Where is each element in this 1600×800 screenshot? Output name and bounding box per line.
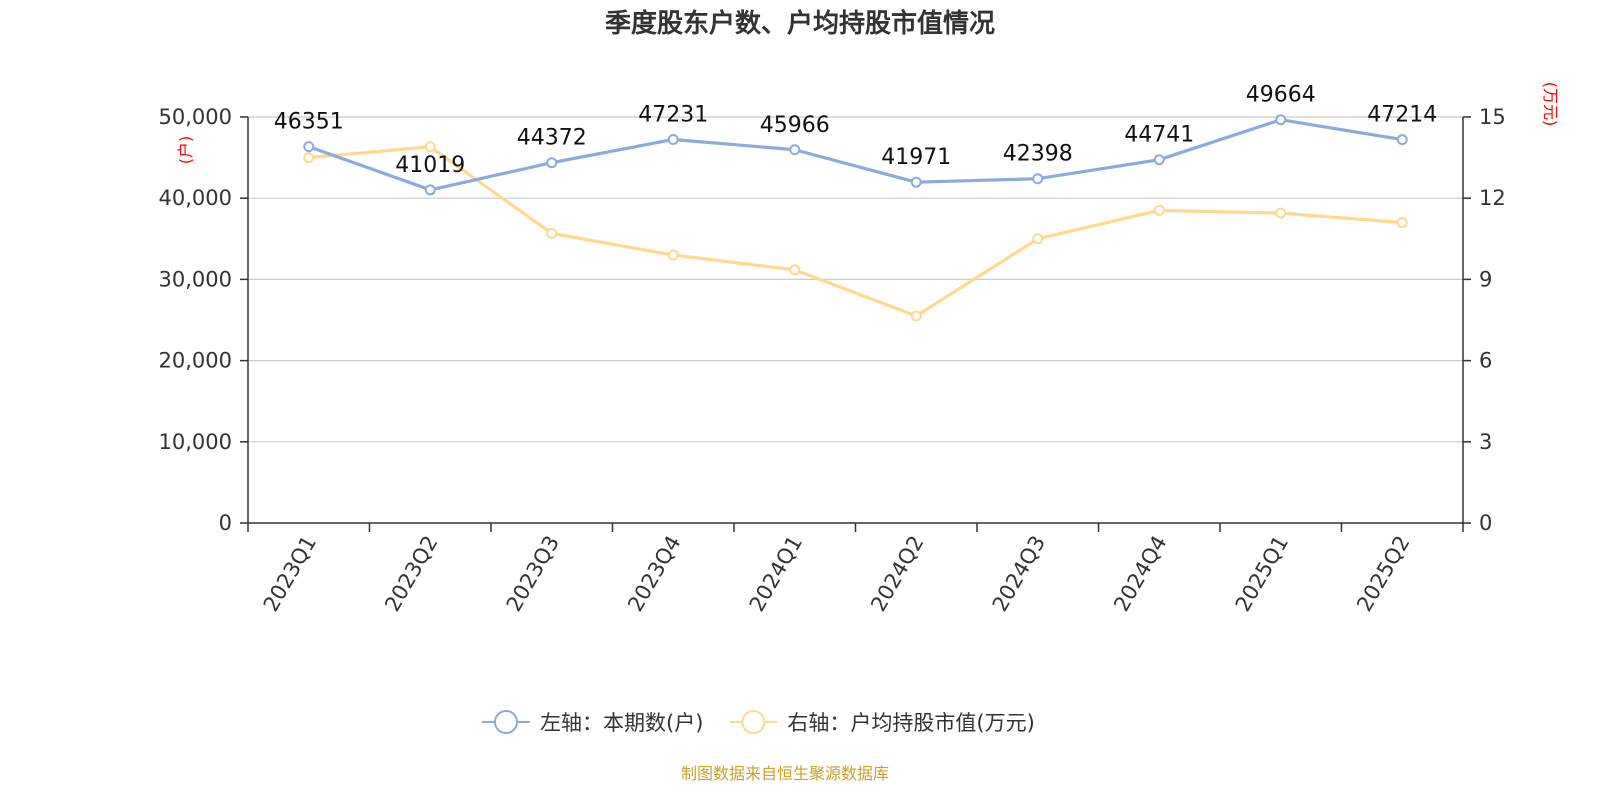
right-series-point <box>789 264 801 276</box>
right-series-point <box>546 227 558 239</box>
right-tick-label: 9 <box>1479 267 1492 291</box>
x-tick-label: 2024Q2 <box>866 532 928 616</box>
x-tick-label: 2023Q3 <box>502 532 564 616</box>
left-series-point <box>667 133 679 145</box>
left-series-point <box>1153 154 1165 166</box>
right-tick-label: 0 <box>1479 511 1492 535</box>
legend-marker[interactable] <box>741 710 766 734</box>
left-series-point <box>1275 114 1287 126</box>
data-label: 44741 <box>1124 123 1194 148</box>
right-tick-label: 3 <box>1479 430 1492 454</box>
right-series-point <box>1153 204 1165 216</box>
left-tick-label: 20,000 <box>159 349 232 373</box>
x-tick-label: 2025Q2 <box>1352 532 1414 616</box>
legend-label[interactable]: 左轴：本期数(户) <box>540 711 703 735</box>
left-tick-label: 30,000 <box>159 267 232 291</box>
x-tick-label: 2025Q1 <box>1231 532 1293 616</box>
chart-title: 季度股东户数、户均持股市值情况 <box>605 8 995 39</box>
left-series-point <box>1032 173 1044 185</box>
left-tick-label: 40,000 <box>159 186 232 210</box>
right-series-point <box>1275 207 1287 219</box>
series-group: 46351 41019 44372 47231 45966 41971 42398 44741… <box>274 83 1437 322</box>
grid-lines <box>248 116 1463 443</box>
left-series-point <box>424 184 436 196</box>
left-series-point <box>303 141 315 153</box>
right-series-point <box>303 152 315 164</box>
right-axis-ticks: 0 3 6 9 12 15 <box>1463 105 1506 535</box>
x-tick-label: 2024Q3 <box>988 532 1050 616</box>
left-series-point <box>910 176 922 188</box>
data-label: 44372 <box>517 126 587 151</box>
x-tick-label: 2023Q4 <box>623 532 685 616</box>
right-series-point <box>1032 233 1044 245</box>
left-axis-unit: (户) <box>176 136 195 165</box>
data-label: 47231 <box>638 102 708 127</box>
left-series-point <box>1396 134 1408 146</box>
left-series-line <box>308 118 1403 192</box>
source-note: 制图数据来自恒生聚源数据库 <box>681 764 889 783</box>
left-series-point <box>546 157 558 169</box>
data-label: 41971 <box>881 145 951 170</box>
left-tick-label: 50,000 <box>159 105 232 129</box>
right-series-point <box>667 249 679 261</box>
right-axis-unit: (万元) <box>1541 82 1560 127</box>
legend-marker[interactable] <box>494 710 518 734</box>
left-tick-label: 0 <box>219 511 232 535</box>
x-tick-label: 2024Q1 <box>745 532 807 616</box>
legend[interactable]: 左轴：本期数(户) 右轴：户均持股市值(万元) <box>482 710 1035 735</box>
x-tick-label: 2023Q2 <box>380 532 442 616</box>
data-label: 47214 <box>1367 103 1437 128</box>
data-label: 41019 <box>395 153 465 178</box>
right-series-point <box>424 141 436 153</box>
legend-label[interactable]: 右轴：户均持股市值(万元) <box>787 711 1034 735</box>
x-tick-label: 2024Q4 <box>1109 532 1171 616</box>
right-tick-label: 12 <box>1479 186 1506 210</box>
left-tick-label: 10,000 <box>159 430 232 454</box>
right-series-point <box>910 310 922 322</box>
data-label: 46351 <box>274 110 344 135</box>
right-tick-label: 6 <box>1479 349 1492 373</box>
data-label: 42398 <box>1003 142 1073 167</box>
right-series-point <box>1396 217 1408 229</box>
x-tick-label: 2023Q1 <box>259 532 321 616</box>
left-series-point <box>789 144 801 156</box>
data-label: 45966 <box>760 113 830 138</box>
data-label: 49664 <box>1246 83 1316 108</box>
right-series-line <box>308 145 1403 318</box>
left-axis-ticks: 0 10,000 20,000 30,000 40,000 50,000 <box>159 105 248 535</box>
x-axis-ticks: 2023Q1 2023Q2 2023Q3 2023Q4 2024Q1 2024Q2 2024… <box>247 523 1464 616</box>
right-tick-label: 15 <box>1479 105 1506 129</box>
